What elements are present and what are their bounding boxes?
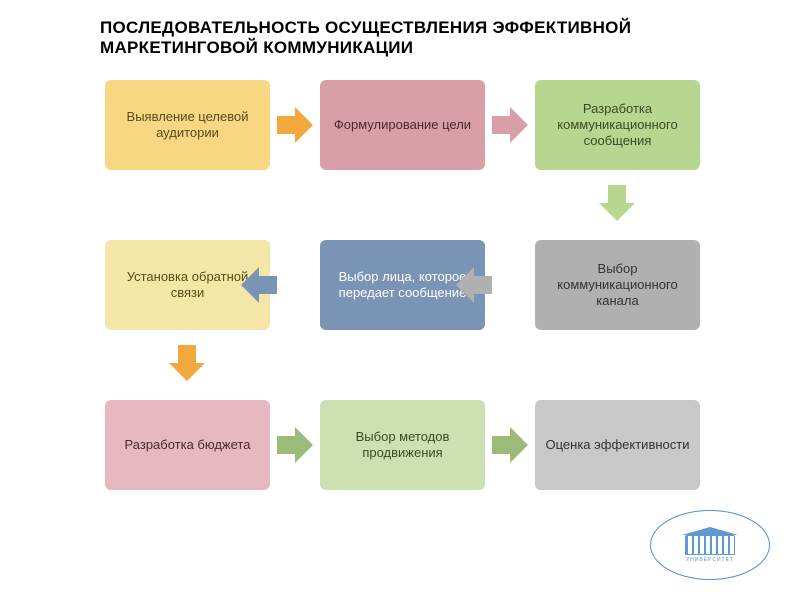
- university-logo: УНИВЕРСИТЕТ: [650, 510, 770, 580]
- flow-step-s1: Выявление целевой аудитории: [105, 80, 270, 170]
- logo-building-icon: [685, 535, 735, 555]
- page-title: ПОСЛЕДОВАТЕЛЬНОСТЬ ОСУЩЕСТВЛЕНИЯ ЭФФЕКТИ…: [100, 18, 740, 58]
- flow-step-s8: Выбор методов продвижения: [320, 400, 485, 490]
- logo-roof: [682, 527, 738, 535]
- flow-step-s9: Оценка эффективности: [535, 400, 700, 490]
- flow-step-s3: Разработка коммуникационного сообщения: [535, 80, 700, 170]
- flow-step-s4: Выбор коммуникационного канала: [535, 240, 700, 330]
- flow-step-s7: Разработка бюджета: [105, 400, 270, 490]
- flow-step-s2: Формулирование цели: [320, 80, 485, 170]
- logo-text: УНИВЕРСИТЕТ: [686, 557, 734, 563]
